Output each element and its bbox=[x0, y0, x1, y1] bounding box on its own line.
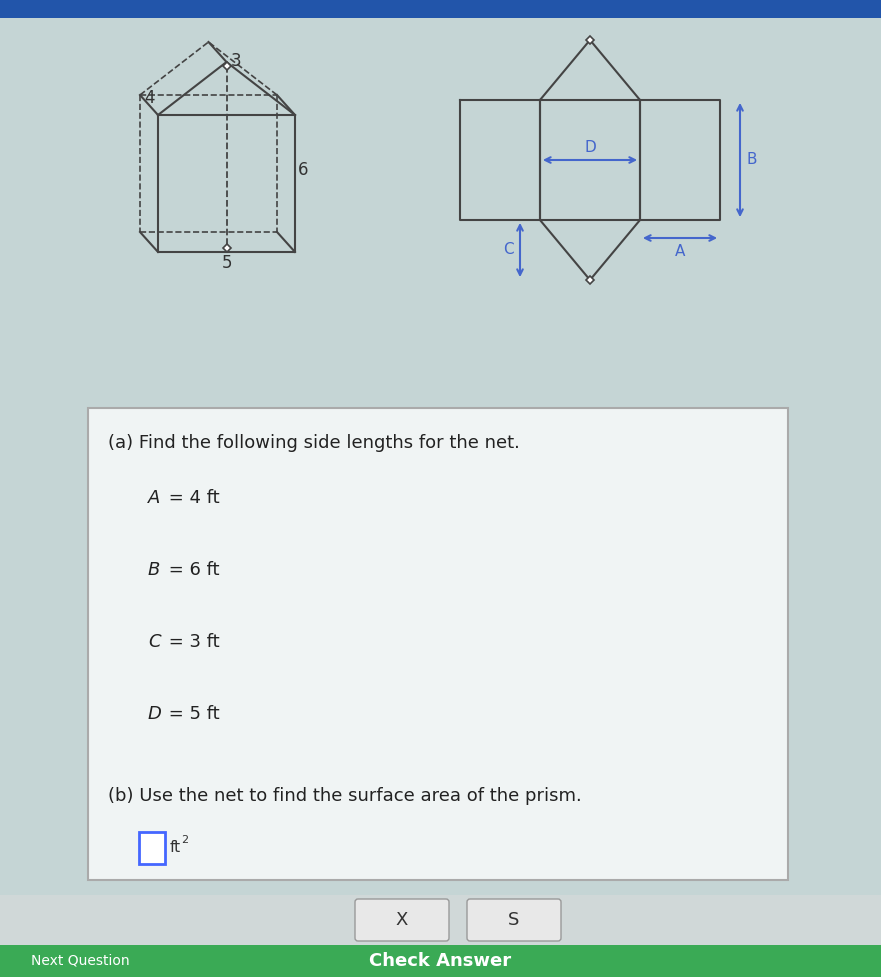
Text: Next Question: Next Question bbox=[31, 954, 130, 968]
Text: (b) Use the net to find the surface area of the prism.: (b) Use the net to find the surface area… bbox=[108, 787, 581, 805]
Text: A: A bbox=[148, 489, 160, 507]
Text: 2: 2 bbox=[181, 835, 189, 845]
Text: B: B bbox=[148, 561, 160, 579]
Text: = 3 ft: = 3 ft bbox=[163, 633, 219, 651]
Text: 4: 4 bbox=[144, 89, 154, 107]
FancyBboxPatch shape bbox=[139, 832, 165, 864]
FancyBboxPatch shape bbox=[467, 899, 561, 941]
Text: Check Answer: Check Answer bbox=[369, 952, 511, 970]
Text: ft: ft bbox=[170, 840, 181, 856]
FancyBboxPatch shape bbox=[0, 895, 881, 945]
Text: = 5 ft: = 5 ft bbox=[163, 705, 219, 723]
Text: = 6 ft: = 6 ft bbox=[163, 561, 219, 579]
Text: S: S bbox=[508, 911, 520, 929]
Text: 6: 6 bbox=[298, 161, 308, 179]
Text: 5: 5 bbox=[221, 254, 232, 272]
Text: (a) Find the following side lengths for the net.: (a) Find the following side lengths for … bbox=[108, 434, 520, 452]
FancyBboxPatch shape bbox=[0, 945, 881, 977]
Text: D: D bbox=[148, 705, 162, 723]
FancyBboxPatch shape bbox=[355, 899, 449, 941]
Text: = 4 ft: = 4 ft bbox=[163, 489, 219, 507]
Text: 3: 3 bbox=[231, 52, 241, 70]
Text: C: C bbox=[503, 242, 514, 258]
Text: B: B bbox=[747, 152, 758, 167]
Text: A: A bbox=[675, 243, 685, 259]
FancyBboxPatch shape bbox=[88, 408, 788, 880]
Text: D: D bbox=[584, 141, 596, 155]
Text: X: X bbox=[396, 911, 408, 929]
FancyBboxPatch shape bbox=[0, 0, 881, 18]
Text: C: C bbox=[148, 633, 160, 651]
